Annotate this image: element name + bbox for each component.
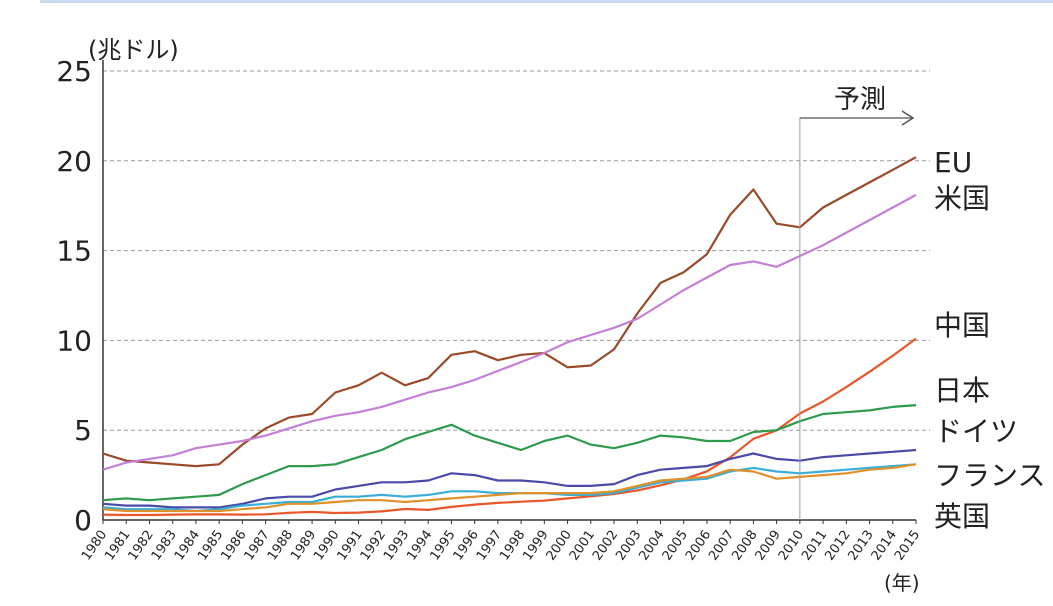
series-label: 日本 bbox=[934, 374, 990, 407]
y-tick-labels: 0 5 10 15 20 25 bbox=[56, 55, 92, 537]
x-tick-labels: 1980198119821983198419851986198719881989… bbox=[79, 520, 923, 563]
series-line bbox=[102, 404, 917, 502]
forecast-label: 予測 bbox=[834, 85, 886, 115]
series-label: ドイツ bbox=[934, 415, 1018, 448]
series-line bbox=[102, 193, 917, 471]
top-border-rule bbox=[40, 0, 1053, 3]
series-lines bbox=[102, 156, 917, 517]
x-tick-label: 2015 bbox=[892, 528, 923, 564]
series-label: 米国 bbox=[934, 182, 990, 215]
series-line bbox=[102, 156, 917, 468]
y-tick-label: 10 bbox=[56, 324, 92, 357]
y-unit-label: (兆ドル) bbox=[88, 36, 179, 64]
series-line bbox=[102, 463, 917, 513]
series-label: 英国 bbox=[934, 500, 990, 533]
y-tick-label: 15 bbox=[56, 235, 92, 268]
y-tick-label: 25 bbox=[56, 55, 92, 88]
series-label: EU bbox=[934, 146, 972, 179]
y-tick-label: 5 bbox=[74, 414, 92, 447]
x-unit-label: (年) bbox=[884, 571, 920, 595]
series-label: 中国 bbox=[934, 309, 990, 342]
y-tick-label: 0 bbox=[74, 504, 92, 537]
series-line bbox=[102, 463, 917, 513]
series-label: フランス bbox=[934, 459, 1045, 492]
axes bbox=[102, 60, 916, 521]
y-tick-label: 20 bbox=[56, 145, 92, 178]
forecast-arrowhead-icon bbox=[901, 110, 915, 126]
forecast-marker: 予測 bbox=[799, 85, 915, 520]
series-line bbox=[102, 448, 917, 509]
series-line bbox=[102, 337, 917, 517]
gridlines bbox=[103, 70, 930, 431]
